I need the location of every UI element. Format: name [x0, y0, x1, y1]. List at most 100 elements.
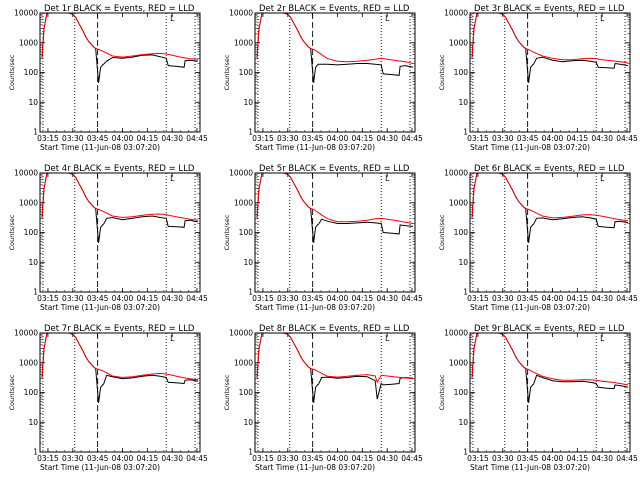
x-tick-label: 04:15 [137, 134, 159, 143]
x-tick-label: 03:30 [492, 454, 514, 463]
y-tick-label: 1000 [19, 38, 38, 47]
y-tick-label: 1000 [234, 198, 253, 207]
x-tick-label: 03:15 [252, 454, 274, 463]
x-tick-label: 03:15 [467, 454, 489, 463]
lld-series-line [41, 13, 199, 60]
y-tick-label: 10 [28, 258, 38, 267]
x-tick-label: 04:30 [591, 454, 613, 463]
x-tick-label: 04:45 [401, 454, 423, 463]
x-tick-label: 03:15 [37, 294, 59, 303]
x-tick-label: 03:30 [277, 134, 299, 143]
x-tick-label: 04:00 [327, 134, 349, 143]
x-axis-label: Start Time (11-Jun-08 03:07:20) [470, 463, 590, 472]
x-tick-label: 03:30 [277, 294, 299, 303]
x-tick-label: 04:30 [376, 294, 398, 303]
x-tick-label: 04:15 [137, 454, 159, 463]
y-axis-label: Counts/sec [438, 214, 446, 250]
panel-det-6: Det 6r BLACK = Events, RED = LLD 1 10 100 10… [438, 164, 638, 312]
y-tick-label: 1 [248, 288, 253, 297]
y-axis-label: Counts/sec [8, 54, 16, 90]
plot-frame [469, 12, 631, 133]
x-tick-label: 04:15 [567, 134, 589, 143]
events-series-line [256, 333, 414, 403]
y-tick-label: 1 [33, 128, 38, 137]
x-axis-label: Start Time (11-Jun-08 03:07:20) [470, 143, 590, 152]
y-tick-label: 100 [24, 68, 39, 77]
x-tick-label: 04:45 [186, 134, 208, 143]
x-tick-label: 03:45 [87, 294, 109, 303]
y-axis-label: Counts/sec [8, 374, 16, 410]
panel-title: Det 1r BLACK = Events, RED = LLD [44, 4, 195, 14]
y-tick-label: 100 [239, 68, 254, 77]
x-tick-label: 03:30 [492, 294, 514, 303]
x-axis-label: Start Time (11-Jun-08 03:07:20) [255, 303, 375, 312]
x-tick-label: 04:30 [376, 134, 398, 143]
y-tick-label: 10 [243, 418, 253, 427]
x-tick-label: 04:15 [352, 294, 374, 303]
y-tick-label: 10000 [14, 9, 38, 18]
plot-frame [469, 172, 631, 293]
x-tick-label: 04:30 [591, 134, 613, 143]
plot-frame [39, 172, 201, 293]
corner-marker-glyph: L [600, 174, 605, 183]
lld-series-line [256, 333, 414, 384]
panel-det-9: Det 9r BLACK = Events, RED = LLD 1 10 100 10… [438, 324, 638, 472]
lld-series-line [471, 173, 629, 222]
x-tick-label: 04:00 [112, 294, 134, 303]
x-tick-label: 03:45 [517, 294, 539, 303]
corner-marker-glyph: L [385, 334, 390, 343]
y-tick-label: 10 [243, 258, 253, 267]
y-tick-label: 10 [243, 98, 253, 107]
y-tick-label: 1 [33, 288, 38, 297]
panel-det-3: Det 3r BLACK = Events, RED = LLD 1 10 100 10… [438, 4, 638, 152]
corner-marker-glyph: L [600, 334, 605, 343]
events-series-line [41, 333, 199, 403]
x-tick-label: 03:15 [37, 454, 59, 463]
x-tick-label: 03:45 [517, 454, 539, 463]
y-tick-label: 100 [454, 68, 469, 77]
y-axis-label: Counts/sec [438, 374, 446, 410]
y-tick-label: 10000 [444, 329, 468, 338]
x-tick-label: 03:45 [302, 454, 324, 463]
panel-det-7: Det 7r BLACK = Events, RED = LLD 1 10 100 10… [8, 324, 208, 472]
y-tick-label: 1000 [19, 198, 38, 207]
plot-frame [254, 12, 416, 133]
lld-series-line [256, 173, 414, 224]
x-tick-label: 03:15 [467, 294, 489, 303]
y-tick-label: 100 [239, 228, 254, 237]
y-axis-label: Counts/sec [223, 54, 231, 90]
x-tick-label: 04:15 [352, 134, 374, 143]
x-tick-label: 03:15 [252, 134, 274, 143]
x-tick-label: 04:45 [616, 454, 638, 463]
plot-frame [469, 332, 631, 453]
plot-frame [254, 172, 416, 293]
x-tick-label: 04:15 [567, 454, 589, 463]
x-tick-label: 04:30 [161, 454, 183, 463]
y-axis-label: Counts/sec [223, 374, 231, 410]
corner-marker-glyph: L [600, 14, 605, 23]
lld-series-line [256, 13, 414, 64]
corner-marker-glyph: L [385, 14, 390, 23]
x-tick-label: 03:30 [62, 294, 84, 303]
x-tick-label: 04:00 [112, 134, 134, 143]
y-axis-label: Counts/sec [438, 54, 446, 90]
y-tick-label: 10 [28, 418, 38, 427]
panel-det-8: Det 8r BLACK = Events, RED = LLD 1 10 100 10… [223, 324, 423, 472]
y-tick-label: 10000 [229, 169, 253, 178]
x-axis-label: Start Time (11-Jun-08 03:07:20) [470, 303, 590, 312]
y-tick-label: 10000 [229, 329, 253, 338]
events-series-line [471, 13, 629, 83]
y-tick-label: 1000 [449, 198, 468, 207]
x-axis-label: Start Time (11-Jun-08 03:07:20) [255, 143, 375, 152]
x-axis-label: Start Time (11-Jun-08 03:07:20) [255, 463, 375, 472]
x-tick-label: 04:00 [112, 454, 134, 463]
lld-series-line [471, 13, 629, 64]
x-tick-label: 03:15 [467, 134, 489, 143]
y-tick-label: 10 [458, 418, 468, 427]
x-tick-label: 03:45 [302, 134, 324, 143]
y-axis-label: Counts/sec [223, 214, 231, 250]
x-tick-label: 04:45 [401, 134, 423, 143]
y-tick-label: 1 [33, 448, 38, 457]
panel-det-1: Det 1r BLACK = Events, RED = LLD 1 10 100 10… [8, 4, 208, 152]
